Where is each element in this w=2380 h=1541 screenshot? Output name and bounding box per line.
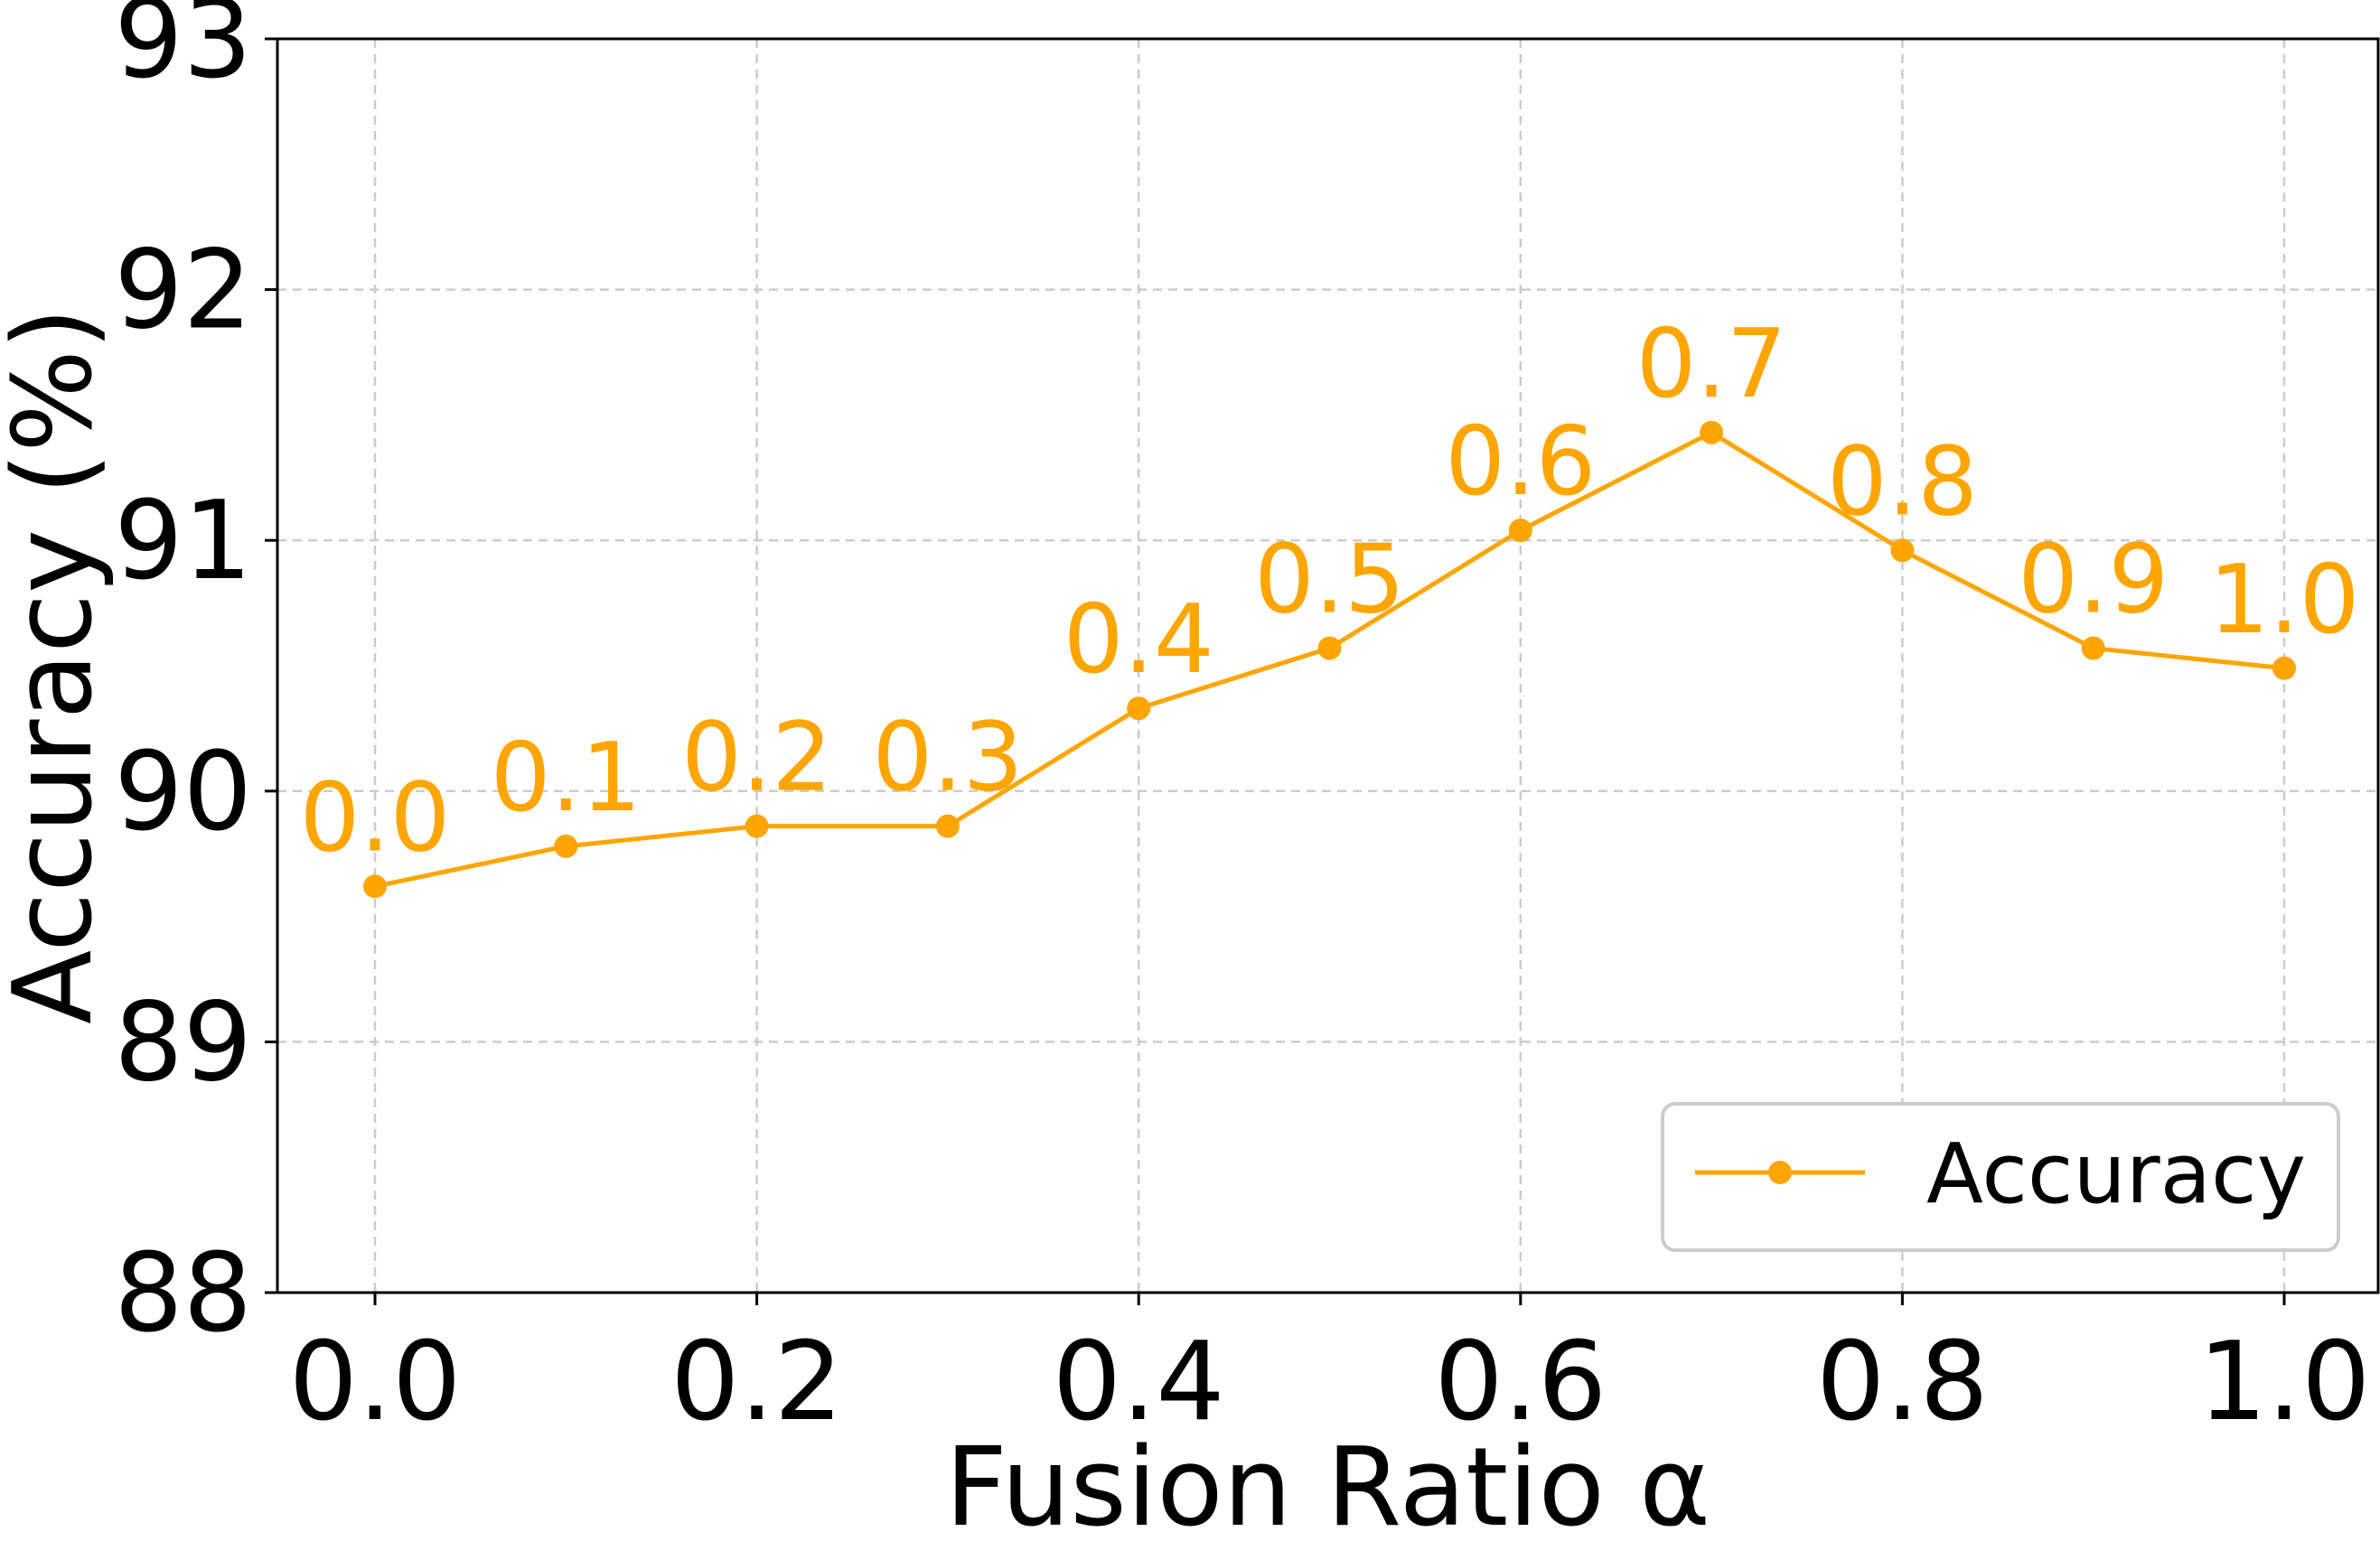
point-labels: 0.0 0.1 0.2 0.3 0.4 0.5 0.6 0.7 0.8 0.9 1.0 (300, 309, 2360, 873)
x-tick-label: 0.4 (1053, 1320, 1225, 1445)
data-point (554, 834, 578, 858)
data-point (2272, 656, 2296, 680)
x-tick-label: 1.0 (2198, 1320, 2371, 1445)
axes (265, 37, 2380, 1305)
x-tick-label: 0.0 (289, 1320, 462, 1445)
y-tick-label: 89 (114, 980, 252, 1106)
grid-lines (277, 39, 2378, 1293)
y-tick-label: 91 (114, 479, 252, 604)
data-point-label: 0.6 (1445, 406, 1596, 517)
data-point (363, 874, 387, 899)
data-point (745, 814, 769, 838)
legend-marker (1768, 1161, 1792, 1184)
legend: Accuracy (1661, 1102, 2340, 1252)
y-tick-label: 93 (114, 0, 252, 103)
data-point (1890, 538, 1915, 563)
data-point (935, 814, 960, 838)
plot-frame (276, 37, 2380, 1294)
data-point-label: 0.3 (872, 703, 1023, 813)
data-point (1700, 420, 1724, 444)
x-tick-label: 0.6 (1434, 1320, 1607, 1445)
x-axis-label: Fusion Ratio α (945, 1425, 1710, 1541)
x-tick-label: 0.2 (670, 1320, 843, 1445)
y-tick-label: 92 (114, 229, 252, 354)
legend-entry-accuracy: Accuracy (1926, 1125, 2306, 1222)
legend-box (1661, 1102, 2340, 1252)
data-point (1508, 518, 1532, 543)
data-point (1127, 696, 1151, 721)
data-point-label: 0.1 (491, 723, 642, 833)
data-point-label: 0.2 (681, 703, 832, 813)
data-point (1317, 636, 1342, 660)
x-tick-label: 0.8 (1816, 1320, 1989, 1445)
y-tick-label: 88 (114, 1231, 252, 1357)
data-point-label: 0.5 (1254, 525, 1405, 635)
data-point-label: 0.9 (2018, 525, 2169, 635)
tick-labels: 0.0 0.2 0.4 0.6 0.8 1.0 88 89 90 91 92 93 (114, 0, 2370, 1445)
y-axis-label: Accuracy (%) (0, 307, 117, 1024)
data-point-label: 0.0 (300, 762, 451, 873)
y-tick-label: 90 (114, 730, 252, 855)
data-point-label: 0.7 (1636, 309, 1787, 419)
data-point-label: 1.0 (2209, 545, 2360, 655)
data-point (2081, 636, 2105, 660)
series-layer (363, 420, 2296, 899)
data-point-label: 0.8 (1827, 426, 1978, 537)
data-point-label: 0.4 (1064, 584, 1214, 695)
